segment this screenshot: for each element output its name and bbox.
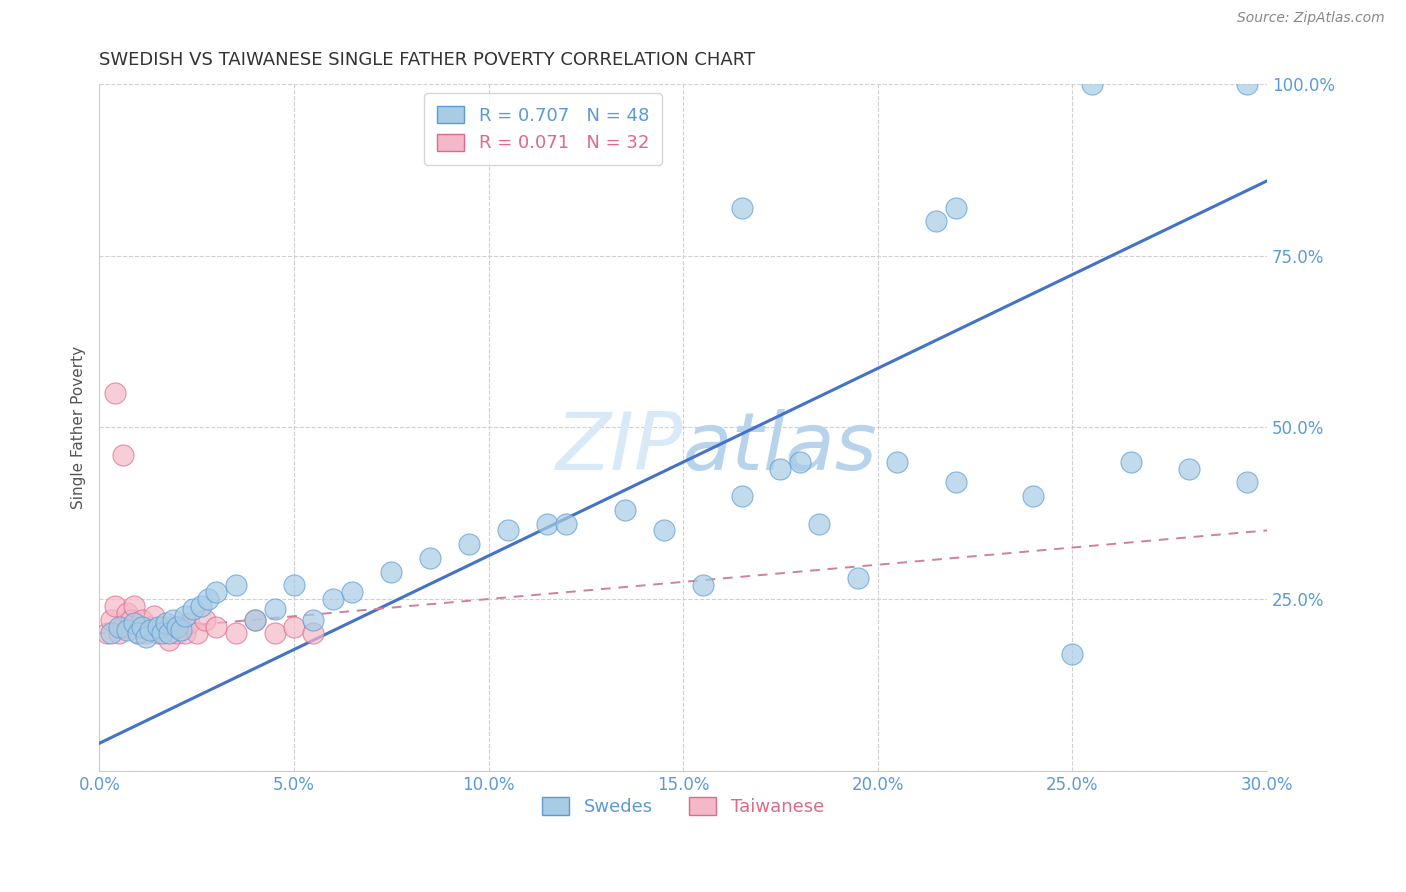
Point [205,619,228,633]
Point [808,516,831,531]
Point [159,626,181,640]
Point [197,592,219,607]
Point [111,448,134,462]
Point [243,613,266,627]
Legend: Swedes, Taiwanese: Swedes, Taiwanese [536,790,831,823]
Point [886,455,908,469]
Point [108,626,131,640]
Point [150,619,173,633]
Point [925,214,948,228]
Point [115,606,138,620]
Point [159,633,181,648]
Point [170,623,193,637]
Point [181,602,204,616]
Point [692,578,714,592]
Point [142,609,165,624]
Point [193,613,215,627]
Point [380,565,402,579]
Point [162,613,184,627]
Point [120,613,142,627]
Point [1081,77,1104,91]
Point [536,516,558,531]
Point [730,489,752,503]
Point [1062,647,1084,661]
Point [283,619,305,633]
Point [166,626,188,640]
Point [150,626,173,640]
Point [652,524,675,538]
Point [131,619,153,633]
Point [263,602,285,616]
Point [127,626,149,640]
Point [124,599,146,613]
Point [135,626,157,640]
Point [170,619,193,633]
Point [342,585,364,599]
Point [225,578,247,592]
Point [111,619,134,633]
Point [1119,455,1142,469]
Point [283,578,305,592]
Point [205,585,228,599]
Point [146,619,169,633]
Point [135,630,157,644]
Point [100,613,122,627]
Point [555,516,578,531]
Point [186,626,208,640]
Point [1236,475,1258,490]
Point [139,619,162,633]
Point [945,201,967,215]
Text: Source: ZipAtlas.com: Source: ZipAtlas.com [1237,11,1385,25]
Point [1022,489,1045,503]
Point [190,599,212,613]
Point [1236,77,1258,91]
Point [730,201,752,215]
Point [1178,461,1201,475]
Point [127,626,149,640]
Point [104,386,127,401]
Point [162,619,184,633]
Point [166,619,188,633]
Text: ZIP: ZIP [555,409,683,487]
Point [146,626,169,640]
Point [322,592,344,607]
Point [174,626,197,640]
Point [108,619,131,633]
Point [419,550,441,565]
Point [139,623,162,637]
Text: SWEDISH VS TAIWANESE SINGLE FATHER POVERTY CORRELATION CHART: SWEDISH VS TAIWANESE SINGLE FATHER POVER… [100,51,755,69]
Point [458,537,481,551]
Point [769,461,792,475]
Point [155,623,177,637]
Point [177,616,200,631]
Point [302,613,325,627]
Point [131,613,153,627]
Y-axis label: Single Father Poverty: Single Father Poverty [72,346,86,509]
Point [846,571,869,585]
Text: atlas: atlas [683,409,877,487]
Point [124,616,146,631]
Point [302,626,325,640]
Point [225,626,247,640]
Point [263,626,285,640]
Point [174,609,197,624]
Point [613,503,636,517]
Point [945,475,967,490]
Point [104,599,127,613]
Point [789,455,811,469]
Point [496,524,519,538]
Point [115,623,138,637]
Point [155,616,177,631]
Point [243,613,266,627]
Point [100,626,122,640]
Point [96,626,118,640]
